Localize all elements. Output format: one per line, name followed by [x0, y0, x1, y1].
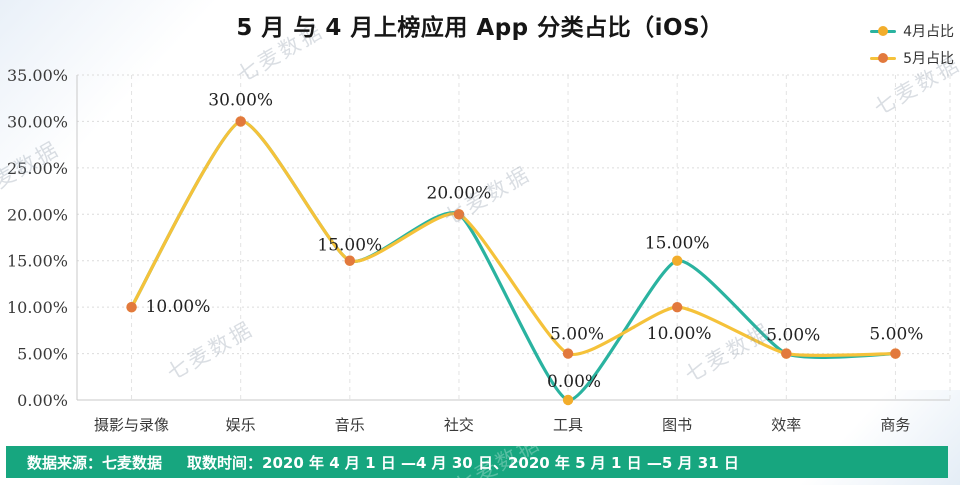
- data-point-may: [235, 116, 246, 127]
- data-point-may: [890, 348, 901, 359]
- y-tick-label: 5.00%: [17, 345, 68, 364]
- point-value-label: 30.00%: [208, 90, 273, 110]
- point-value-label: 10.00%: [647, 324, 712, 344]
- data-point-may: [126, 301, 137, 313]
- data-point-may: [671, 301, 683, 313]
- data-point-may: [453, 209, 465, 220]
- data-period-text: 取数时间：2020 年 4 月 1 日 —4 月 30 日、2020 年 5 月…: [187, 453, 739, 472]
- point-value-label: 20.00%: [427, 183, 492, 203]
- may-line-swatch-icon: [870, 53, 897, 63]
- point-value-label: 5.00%: [869, 325, 923, 345]
- y-tick-label: 10.00%: [7, 298, 68, 317]
- x-category-label: 效率: [771, 416, 801, 434]
- april-line-swatch-icon: [870, 26, 897, 36]
- data-source-text: 数据来源：七麦数据: [27, 453, 163, 472]
- legend-label-april: 4月占比: [903, 24, 954, 40]
- page-title: 5 月 与 4 月上榜应用 App 分类占比（iOS）: [236, 15, 724, 41]
- x-category-label: 图书: [662, 416, 692, 434]
- point-value-label: 10.00%: [146, 297, 211, 317]
- y-tick-label: 0.00%: [17, 391, 68, 410]
- point-value-label: 5.00%: [766, 326, 820, 346]
- data-point-april: [562, 394, 574, 406]
- may-dot-icon: [878, 53, 889, 63]
- point-value-label: 15.00%: [645, 234, 710, 254]
- y-tick-label: 35.00%: [7, 66, 68, 85]
- point-value-label: 0.00%: [547, 372, 601, 392]
- x-category-label: 摄影与录像: [94, 416, 169, 434]
- corner-gradient-top-left: [0, 0, 235, 175]
- x-category-label: 社交: [444, 416, 474, 434]
- data-point-may: [344, 255, 356, 266]
- category-share-line-chart: 0.00% 5.00% 10.00% 15.00% 20.00% 25.00% 30.00%…: [7, 66, 951, 434]
- x-category-label: 音乐: [335, 416, 365, 434]
- y-tick-label: 15.00%: [7, 252, 68, 271]
- point-value-label: 15.00%: [317, 236, 382, 256]
- footer-bar: 数据来源：七麦数据 取数时间：2020 年 4 月 1 日 —4 月 30 日、…: [6, 446, 948, 478]
- data-point-april: [671, 255, 683, 266]
- x-category-label: 商务: [880, 416, 910, 434]
- data-point-may: [781, 348, 792, 359]
- legend-item-april[interactable]: 4月占比: [870, 21, 954, 41]
- point-value-label: 5.00%: [550, 325, 604, 345]
- x-category-label: 工具: [553, 416, 583, 434]
- chart-legend: 4月占比 5月占比: [870, 21, 954, 75]
- x-category-label: 娱乐: [226, 416, 256, 434]
- legend-label-may: 5月占比: [903, 51, 954, 67]
- data-point-may: [562, 348, 574, 359]
- series-line-may: [129, 119, 898, 358]
- y-tick-label: 30.00%: [7, 112, 68, 131]
- y-tick-label: 25.00%: [7, 159, 68, 178]
- y-tick-label: 20.00%: [7, 205, 68, 224]
- april-dot-icon: [878, 26, 889, 36]
- legend-item-may[interactable]: 5月占比: [870, 48, 954, 68]
- line-chart-area: 0.00% 5.00% 10.00% 15.00% 20.00% 25.00% 30.00%…: [7, 66, 951, 434]
